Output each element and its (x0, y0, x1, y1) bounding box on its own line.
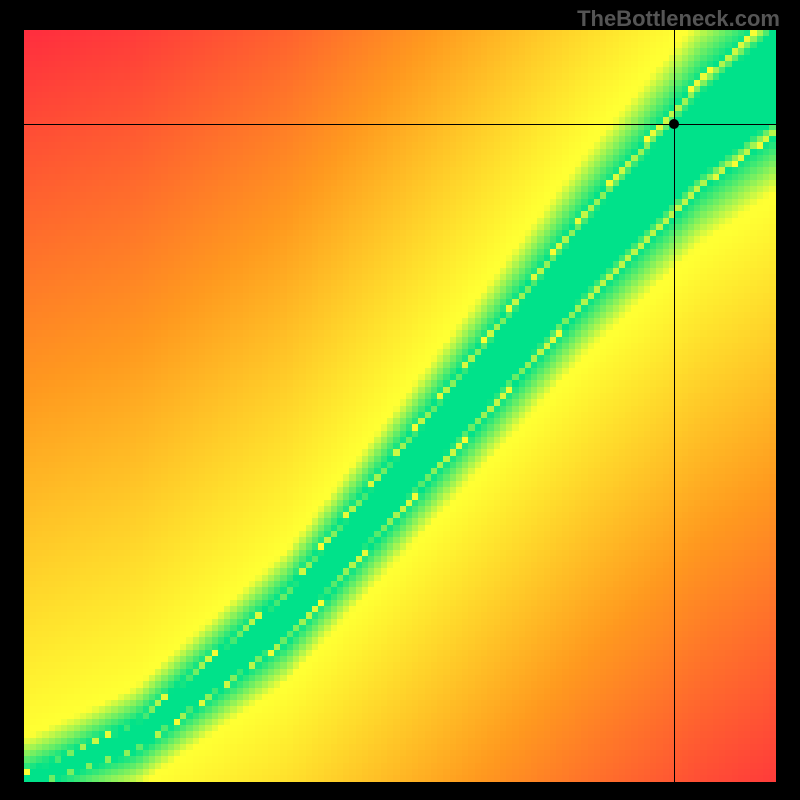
heatmap-chart (24, 30, 776, 782)
crosshair-marker (669, 119, 679, 129)
watermark-text: TheBottleneck.com (577, 6, 780, 32)
heatmap-canvas (24, 30, 776, 782)
crosshair-vertical (674, 30, 675, 782)
crosshair-horizontal (24, 124, 776, 125)
